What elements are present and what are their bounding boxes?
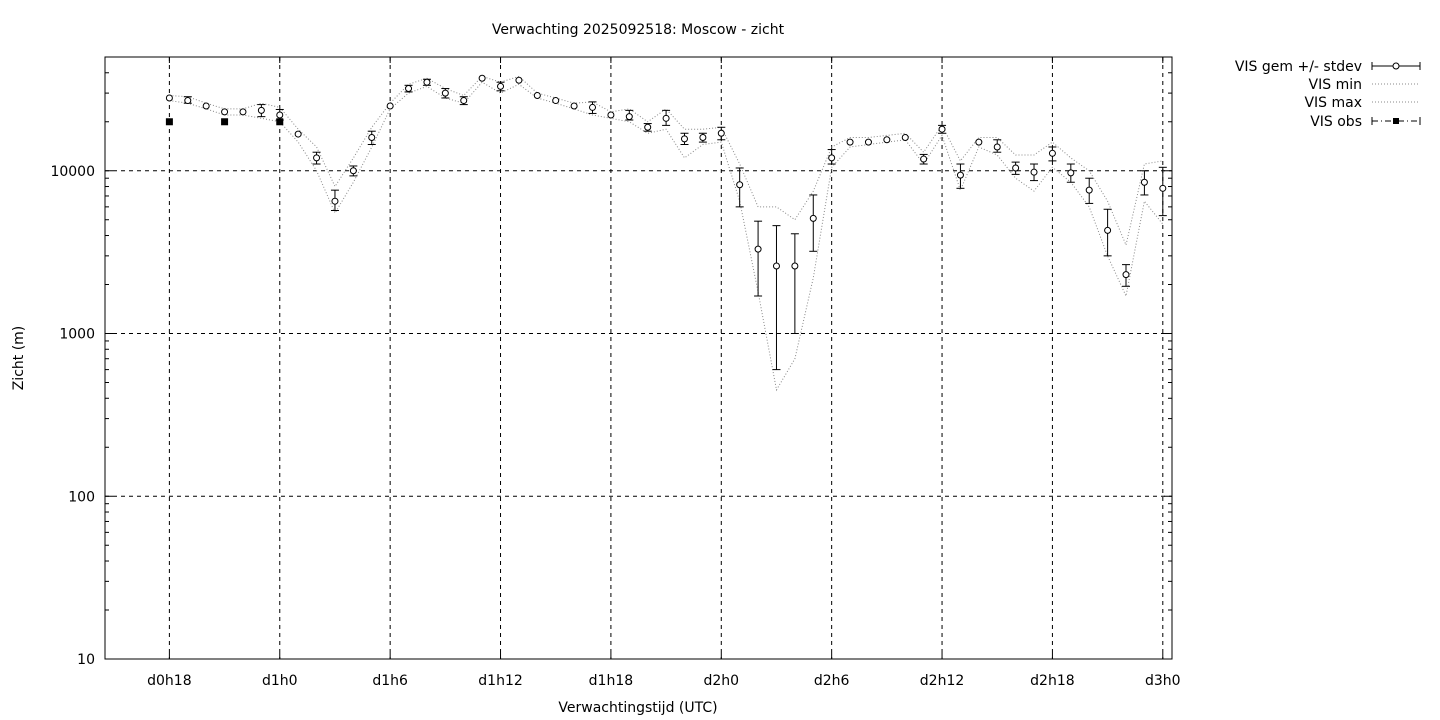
y-tick-label: 10000 [50, 164, 95, 180]
legend-label: VIS obs [1310, 114, 1362, 130]
vis-mean-point [313, 154, 321, 162]
x-tick-label: d2h0 [703, 673, 739, 689]
vis-mean-point [1048, 149, 1056, 157]
vis-mean-point [257, 106, 265, 114]
legend-label: VIS max [1304, 95, 1362, 111]
vis-obs-point [221, 118, 229, 126]
vis-mean-point [662, 114, 670, 122]
legend-sample-marker [1392, 62, 1400, 70]
vis-mean-point [368, 134, 376, 142]
vis-mean-point [1085, 186, 1093, 194]
vis-mean-point [717, 129, 725, 137]
vis-mean-point [607, 111, 615, 119]
series [165, 74, 1167, 392]
vis-mean-point [1104, 226, 1112, 234]
vis-mean-point [901, 134, 909, 142]
vis-mean-point [184, 97, 192, 105]
axis-ticks: d0h18 d1h0 d1h6 d1h12 d1h18 d2h0 d2h6 d2h12 d2h1… [50, 56, 1181, 689]
vis-mean-point [460, 97, 468, 105]
legend-sample-marker [1393, 118, 1399, 124]
x-tick-label: d0h18 [147, 673, 191, 689]
x-tick-label: d2h6 [814, 673, 850, 689]
vis-mean-point [736, 181, 744, 189]
vis-obs-point [165, 118, 173, 126]
plot-frame [104, 56, 1173, 660]
grid [105, 57, 1172, 659]
vis-mean-point [809, 214, 817, 222]
vis-mean-point [956, 171, 964, 179]
x-tick-label: d3h0 [1145, 673, 1181, 689]
x-tick-label: d1h12 [478, 673, 522, 689]
x-axis-label: Verwachtingstijd (UTC) [558, 700, 717, 716]
x-tick-label: d1h6 [372, 673, 408, 689]
vis-mean-point [294, 130, 302, 138]
vis-mean-point [993, 143, 1001, 151]
legend: VIS gem +/- stdev VIS min VIS max VIS obs [1235, 59, 1421, 130]
vis-mean-point [276, 111, 284, 119]
y-tick-label: 1000 [59, 327, 95, 343]
y-tick-label: 10 [77, 652, 95, 668]
legend-label: VIS gem +/- stdev [1235, 59, 1362, 75]
vis-mean-point [589, 103, 597, 111]
vis-mean-point [497, 82, 505, 90]
x-tick-label: d1h18 [589, 673, 633, 689]
x-tick-label: d2h18 [1030, 673, 1074, 689]
vis-min-line [169, 81, 1164, 392]
vis-mean-point [239, 108, 247, 116]
x-tick-label: d2h12 [920, 673, 964, 689]
x-tick-label: d1h0 [262, 673, 298, 689]
vis-mean-point [423, 78, 431, 86]
vis-mean-point [680, 135, 688, 143]
vis-mean-point [221, 108, 229, 116]
vis-mean-point [1067, 169, 1075, 177]
vis-mean-point [625, 113, 633, 121]
vis-mean-point [552, 97, 560, 105]
vis-mean-point [920, 155, 928, 163]
legend-label: VIS min [1309, 77, 1362, 93]
vis-mean-point [570, 102, 578, 110]
vis-mean-point [754, 245, 762, 253]
vis-mean-point [1030, 168, 1038, 176]
vis-mean-point [1140, 178, 1148, 186]
vis-mean-point [515, 76, 523, 84]
y-tick-label: 100 [68, 489, 95, 505]
vis-mean-point [883, 136, 891, 144]
vis-mean-point [1122, 271, 1130, 279]
vis-mean-point [478, 74, 486, 82]
vis-mean-point [441, 89, 449, 97]
vis-mean-point [699, 134, 707, 142]
vis-mean-point [1159, 184, 1167, 192]
vis-mean-point [938, 125, 946, 133]
chart-title: Verwachting 2025092518: Moscow - zicht [492, 22, 785, 38]
vis-mean-point [349, 167, 357, 175]
vis-mean-point [864, 138, 872, 146]
vis-mean-point [846, 138, 854, 146]
vis-mean-point [331, 197, 339, 205]
vis-mean-point [165, 94, 173, 102]
vis-mean-point [405, 85, 413, 93]
vis-mean-point [791, 262, 799, 270]
vis-mean-point [1012, 164, 1020, 172]
vis-obs-point [276, 118, 284, 126]
vis-mean-point [975, 138, 983, 146]
vis-mean-point [202, 102, 210, 110]
vis-mean-point [828, 154, 836, 162]
vis-mean-point [386, 102, 394, 110]
y-axis-label: Zicht (m) [11, 326, 27, 391]
vis-mean-point [772, 262, 780, 270]
vis-mean-point [644, 123, 652, 131]
vis-mean-point [533, 92, 541, 100]
